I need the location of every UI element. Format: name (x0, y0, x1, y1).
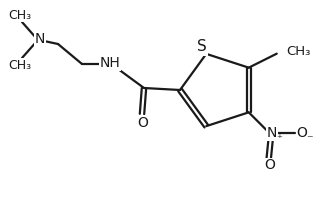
Text: ⁺: ⁺ (276, 134, 282, 144)
Text: ⁻: ⁻ (306, 133, 313, 146)
Text: O: O (264, 158, 275, 172)
Text: N: N (35, 32, 45, 46)
Text: S: S (197, 39, 207, 54)
Text: O: O (137, 116, 149, 130)
Text: N: N (266, 126, 277, 140)
Text: CH₃: CH₃ (287, 45, 311, 58)
Text: CH₃: CH₃ (8, 58, 32, 71)
Text: O: O (296, 126, 307, 140)
Text: NH: NH (100, 56, 120, 70)
Text: CH₃: CH₃ (8, 9, 32, 22)
